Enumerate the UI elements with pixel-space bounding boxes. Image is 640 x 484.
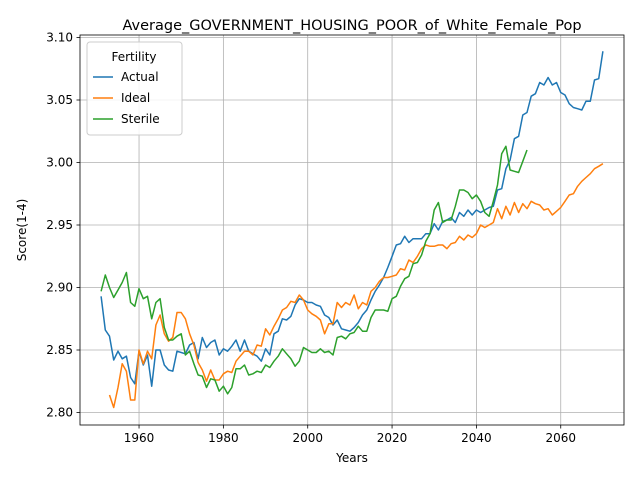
series-line-ideal — [108, 163, 604, 409]
legend-title: Fertility — [111, 50, 156, 64]
y-tick-label: 3.10 — [46, 31, 73, 45]
tick-layer: 1960 1980 2000 2020 2040 2060 2.80 2.85 2.90 2.95… — [46, 31, 576, 446]
legend: Fertility Actual Ideal Sterile — [86, 41, 183, 136]
y-tick-label: 2.80 — [46, 406, 73, 420]
y-axis-label: Score(1-4) — [15, 199, 29, 262]
y-tick-label: 2.95 — [46, 218, 73, 232]
x-tick-label: 2040 — [461, 431, 492, 445]
x-tick-label: 1960 — [124, 431, 155, 445]
series-layer — [100, 51, 604, 409]
legend-box — [86, 41, 183, 136]
legend-label-sterile: Sterile — [121, 112, 160, 126]
y-tick-label: 2.85 — [46, 343, 73, 357]
legend-label-ideal: Ideal — [121, 91, 150, 105]
series-line-sterile — [100, 145, 528, 395]
grid-layer — [80, 35, 624, 425]
x-tick-label: 2000 — [292, 431, 323, 445]
legend-label-actual: Actual — [121, 70, 159, 84]
x-axis-label: Years — [335, 451, 368, 465]
x-tick-label: 1980 — [208, 431, 239, 445]
x-tick-label: 2060 — [545, 431, 576, 445]
legend-entries: Actual Ideal Sterile — [93, 70, 160, 126]
y-tick-label: 2.90 — [46, 281, 73, 295]
x-tick-label: 2020 — [377, 431, 408, 445]
y-tick-label: 3.05 — [46, 93, 73, 107]
chart-title: Average_GOVERNMENT_HOUSING_POOR_of_White… — [122, 18, 581, 34]
plot-frame — [79, 34, 625, 426]
y-tick-label: 3.00 — [46, 156, 73, 170]
